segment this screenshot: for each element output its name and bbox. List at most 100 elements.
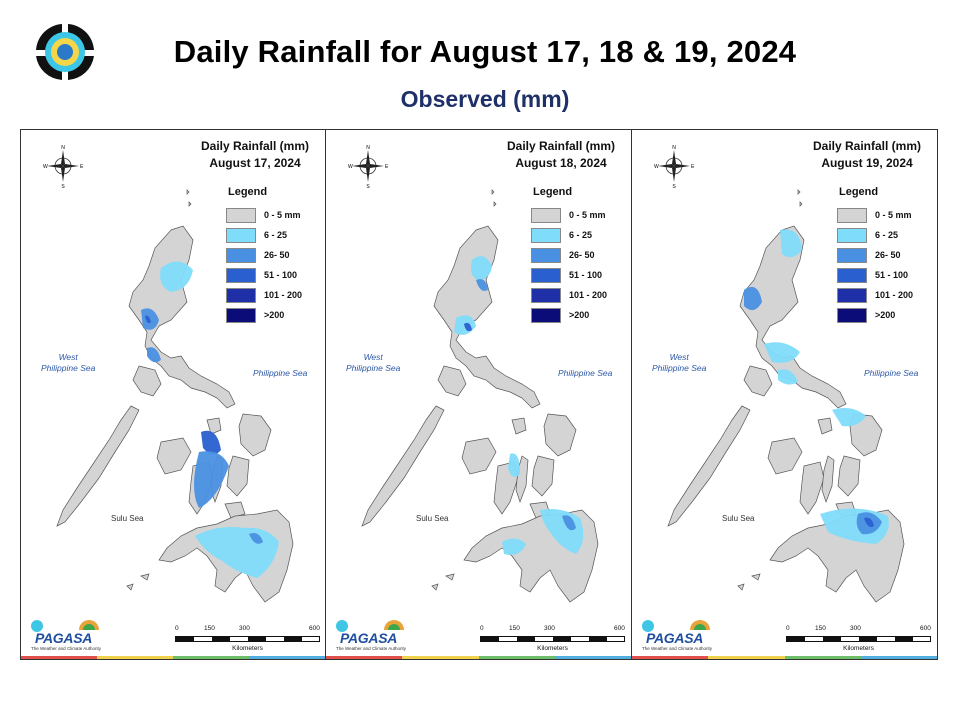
rainfall-area xyxy=(194,451,229,508)
rainfall-area xyxy=(780,229,802,258)
legend-swatch xyxy=(531,287,561,303)
panel-title: Daily Rainfall (mm) August 17, 2024 xyxy=(195,138,315,172)
scale-tick-label: 300 xyxy=(850,625,861,632)
legend-label: 6 - 25 xyxy=(264,230,288,240)
pagasa-tagline: The Weather and Climate Authority xyxy=(642,646,712,651)
rainfall-area xyxy=(145,315,151,324)
legend-item: 51 - 100 xyxy=(531,265,621,285)
legend-label: 26- 50 xyxy=(264,250,290,260)
legend-label: 101 - 200 xyxy=(569,290,608,300)
map-panel-1: Daily Rainfall (mm) August 17, 2024 N S … xyxy=(21,130,326,659)
rainfall-area xyxy=(249,533,263,544)
scale-tick-label: 600 xyxy=(920,625,931,632)
legend-label: 0 - 5 mm xyxy=(264,210,301,220)
pagasa-wordmark: PAGASA xyxy=(35,630,93,646)
legend-label: 6 - 25 xyxy=(875,230,899,240)
svg-text:S: S xyxy=(672,184,676,188)
legend-swatch xyxy=(837,287,867,303)
scale-bar: 0 150 300 600 Kilometers xyxy=(480,625,625,652)
svg-text:W: W xyxy=(43,164,48,170)
svg-text:N: N xyxy=(672,145,676,151)
panel-date: August 19, 2024 xyxy=(821,156,913,170)
color-stripe xyxy=(21,656,325,659)
pagasa-logo: PAGASA The Weather and Climate Authority xyxy=(638,616,718,654)
rainfall-area xyxy=(160,261,193,292)
legend-item: 6 - 25 xyxy=(837,225,927,245)
sulu-sea-label: Sulu Sea xyxy=(416,514,449,523)
svg-text:W: W xyxy=(654,164,659,170)
panel-heading: Daily Rainfall (mm) xyxy=(812,139,922,153)
legend-swatch xyxy=(531,247,561,263)
legend-item: 6 - 25 xyxy=(226,225,316,245)
legend: Legend 0 - 5 mm 6 - 25 26- 50 51 - 100 101 -… xyxy=(837,186,927,325)
philippines-map xyxy=(56,189,294,603)
philippine-sea-label: Philippine Sea xyxy=(253,368,308,378)
legend-swatch xyxy=(226,227,256,243)
legend-item: >200 xyxy=(531,305,621,325)
rainfall-area xyxy=(864,517,874,527)
pagasa-wordmark: PAGASA xyxy=(340,630,398,646)
svg-text:E: E xyxy=(385,164,389,170)
legend-swatch xyxy=(531,267,561,283)
scale-tick-label: 150 xyxy=(509,625,520,632)
legend-swatch xyxy=(531,207,561,223)
pagasa-icon xyxy=(336,620,404,632)
legend-item: >200 xyxy=(837,305,927,325)
rainfall-area xyxy=(464,322,472,332)
color-stripe xyxy=(632,656,937,659)
legend-item: 101 - 200 xyxy=(531,285,621,305)
legend-label: 0 - 5 mm xyxy=(569,210,606,220)
pagasa-logo: PAGASA The Weather and Climate Authority xyxy=(332,616,412,654)
rainfall-area xyxy=(502,538,526,555)
scale-unit: Kilometers xyxy=(843,645,874,652)
legend-item: 6 - 25 xyxy=(531,225,621,245)
legend-swatch xyxy=(226,287,256,303)
map-panels: Daily Rainfall (mm) August 17, 2024 N S … xyxy=(20,129,938,660)
legend-item: 26- 50 xyxy=(837,245,927,265)
legend: Legend 0 - 5 mm 6 - 25 26- 50 51 - 100 101 -… xyxy=(226,186,316,325)
west-philippine-sea-label: West Philippine Sea xyxy=(652,352,707,373)
legend-item: 0 - 5 mm xyxy=(837,205,927,225)
page-title: Daily Rainfall for August 17, 18 & 19, 2… xyxy=(173,34,797,69)
svg-text:S: S xyxy=(61,184,65,188)
sulu-sea-label: Sulu Sea xyxy=(111,514,144,523)
philippines-map xyxy=(361,189,599,603)
pagasa-wordmark: PAGASA xyxy=(646,630,704,646)
west-philippine-sea-label: West Philippine Sea xyxy=(41,352,96,373)
legend-item: 51 - 100 xyxy=(226,265,316,285)
legend-item: 101 - 200 xyxy=(837,285,927,305)
rainfall-area xyxy=(778,369,798,385)
legend-label: 101 - 200 xyxy=(875,290,914,300)
svg-text:E: E xyxy=(80,164,84,170)
legend-label: 51 - 100 xyxy=(264,270,298,280)
legend-item: 26- 50 xyxy=(531,245,621,265)
scale-tick-label: 150 xyxy=(204,625,215,632)
scale-tick-label: 600 xyxy=(614,625,625,632)
pagasa-icon xyxy=(31,620,99,632)
svg-text:N: N xyxy=(61,145,65,151)
legend-label: >200 xyxy=(875,310,896,320)
legend-item: 0 - 5 mm xyxy=(531,205,621,225)
panel-date: August 17, 2024 xyxy=(209,156,301,170)
compass-icon: N S W E xyxy=(43,145,84,188)
legend-swatch xyxy=(531,307,561,323)
philippine-sea-label: Philippine Sea xyxy=(558,368,613,378)
scale-tick-label: 0 xyxy=(175,625,179,632)
panel-heading: Daily Rainfall (mm) xyxy=(506,139,616,153)
pagasa-tagline: The Weather and Climate Authority xyxy=(336,646,406,651)
legend-title: Legend xyxy=(533,186,573,198)
legend-title: Legend xyxy=(839,186,879,198)
legend-swatch xyxy=(531,227,561,243)
map-panel-2: Daily Rainfall (mm) August 18, 2024 N S … xyxy=(326,130,632,659)
rainfall-area xyxy=(470,256,492,280)
scale-unit: Kilometers xyxy=(537,645,568,652)
pagasa-icon xyxy=(642,620,710,632)
legend-swatch xyxy=(837,207,867,223)
pagasa-tagline: The Weather and Climate Authority xyxy=(31,646,101,651)
scale-tick-label: 0 xyxy=(480,625,484,632)
scale-tick-label: 300 xyxy=(544,625,555,632)
legend-swatch xyxy=(837,267,867,283)
legend-swatch xyxy=(226,207,256,223)
rainfall-area xyxy=(562,515,576,531)
panel-date: August 18, 2024 xyxy=(515,156,607,170)
